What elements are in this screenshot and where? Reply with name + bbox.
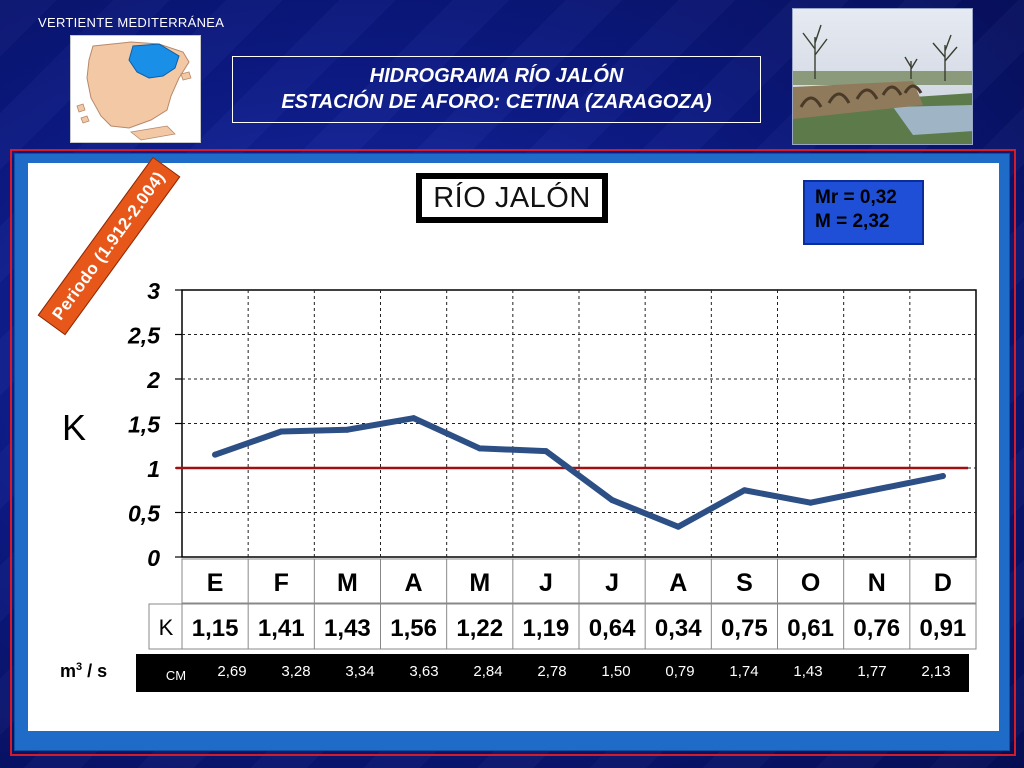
- data-label-flow: 1,43: [793, 663, 822, 680]
- y-axis-label: K: [62, 407, 87, 448]
- x-tick-label: D: [934, 569, 952, 597]
- flow-row: [136, 654, 969, 692]
- data-point: [212, 451, 219, 458]
- iberia-map-image: [70, 35, 201, 143]
- data-point: [807, 499, 814, 506]
- x-tick-label: N: [868, 569, 886, 597]
- y-tick-label: 1: [147, 456, 160, 482]
- data-point: [278, 428, 285, 435]
- title-line-2: ESTACIÓN DE AFORO: CETINA (ZARAGOZA): [281, 91, 712, 113]
- x-tick-label: F: [274, 569, 289, 597]
- data-label-k: 0,61: [787, 615, 834, 642]
- data-label-flow: 2,84: [473, 663, 502, 680]
- data-label-k: 0,34: [655, 615, 702, 642]
- x-tick-label: S: [736, 569, 753, 597]
- data-label-k: 1,41: [258, 615, 305, 642]
- data-label-flow: 2,69: [217, 663, 246, 680]
- chart-title-box: RÍO JALÓN: [416, 173, 608, 223]
- data-label-k: 0,91: [920, 615, 967, 642]
- region-label: VERTIENTE MEDITERRÁNEA: [38, 15, 225, 30]
- data-label-flow: 1,50: [601, 663, 630, 680]
- data-label-k: 1,15: [192, 615, 239, 642]
- data-label-flow: 3,28: [281, 663, 310, 680]
- data-label-k: 1,43: [324, 615, 371, 642]
- data-point: [741, 487, 748, 494]
- y-tick-label: 2: [146, 367, 160, 393]
- data-label-flow: 2,13: [921, 663, 950, 680]
- data-point: [675, 523, 682, 530]
- x-tick-label: M: [337, 569, 358, 597]
- x-tick-label: O: [801, 569, 820, 597]
- title-line-1: HIDROGRAMA RÍO JALÓN: [369, 65, 624, 87]
- x-tick-label: J: [539, 569, 553, 597]
- data-label-flow: 3,63: [409, 663, 438, 680]
- stat-m: M = 2,32: [815, 211, 890, 232]
- flow-unit-base: m: [60, 661, 77, 681]
- data-label-flow: 3,34: [345, 663, 374, 680]
- flow-unit-label: m3 / s: [60, 661, 107, 682]
- slide-title: HIDROGRAMA RÍO JALÓN ESTACIÓN DE AFORO: …: [232, 56, 761, 123]
- data-label-k: 1,56: [390, 615, 437, 642]
- data-point: [939, 473, 946, 480]
- k-values-row: [148, 603, 977, 650]
- x-tick-label: J: [605, 569, 619, 597]
- data-point: [542, 448, 549, 455]
- y-tick-label: 3: [147, 278, 160, 304]
- data-label-k: 0,64: [589, 615, 636, 642]
- data-point: [873, 486, 880, 493]
- chart-frame-outer: [10, 149, 1016, 756]
- y-tick-label: 0,5: [128, 501, 161, 527]
- flow-row-label: CM: [166, 668, 186, 683]
- chart-title: RÍO JALÓN: [422, 179, 602, 217]
- flow-unit-exponent: 3: [76, 661, 83, 673]
- x-tick-label: A: [669, 569, 687, 597]
- data-point: [410, 415, 417, 422]
- data-label-k: 0,76: [853, 615, 900, 642]
- data-label-k: 0,75: [721, 615, 768, 642]
- data-label-flow: 1,74: [729, 663, 758, 680]
- series-line-k: [212, 415, 946, 530]
- data-point: [609, 497, 616, 504]
- data-label-flow: 1,77: [857, 663, 886, 680]
- data-point: [344, 426, 351, 433]
- stat-mr: Mr = 0,32: [815, 187, 897, 208]
- flow-unit-suffix: / s: [82, 661, 108, 681]
- data-label-k: 1,22: [456, 615, 503, 642]
- k-row-label: K: [159, 615, 174, 640]
- y-tick-label: 1,5: [128, 412, 161, 438]
- data-label-k: 1,19: [523, 615, 570, 642]
- y-tick-label: 0: [147, 545, 160, 571]
- stats-box: Mr = 0,32 M = 2,32: [803, 180, 924, 245]
- data-label-flow: 0,79: [665, 663, 694, 680]
- data-point: [476, 445, 483, 452]
- data-label-flow: 2,78: [537, 663, 566, 680]
- x-tick-label: M: [469, 569, 490, 597]
- x-tick-label: E: [207, 569, 224, 597]
- river-photo: [792, 8, 973, 145]
- x-tick-label: A: [405, 569, 423, 597]
- y-tick-label: 2,5: [127, 323, 161, 349]
